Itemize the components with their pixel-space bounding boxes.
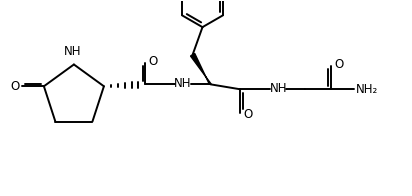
Text: NH: NH <box>269 82 287 95</box>
Text: NH₂: NH₂ <box>356 83 378 96</box>
Text: NH: NH <box>64 44 82 58</box>
Polygon shape <box>190 54 211 84</box>
Text: O: O <box>334 58 343 71</box>
Text: NH: NH <box>174 77 192 90</box>
Text: O: O <box>243 108 253 121</box>
Text: O: O <box>11 80 20 93</box>
Text: O: O <box>149 55 158 68</box>
